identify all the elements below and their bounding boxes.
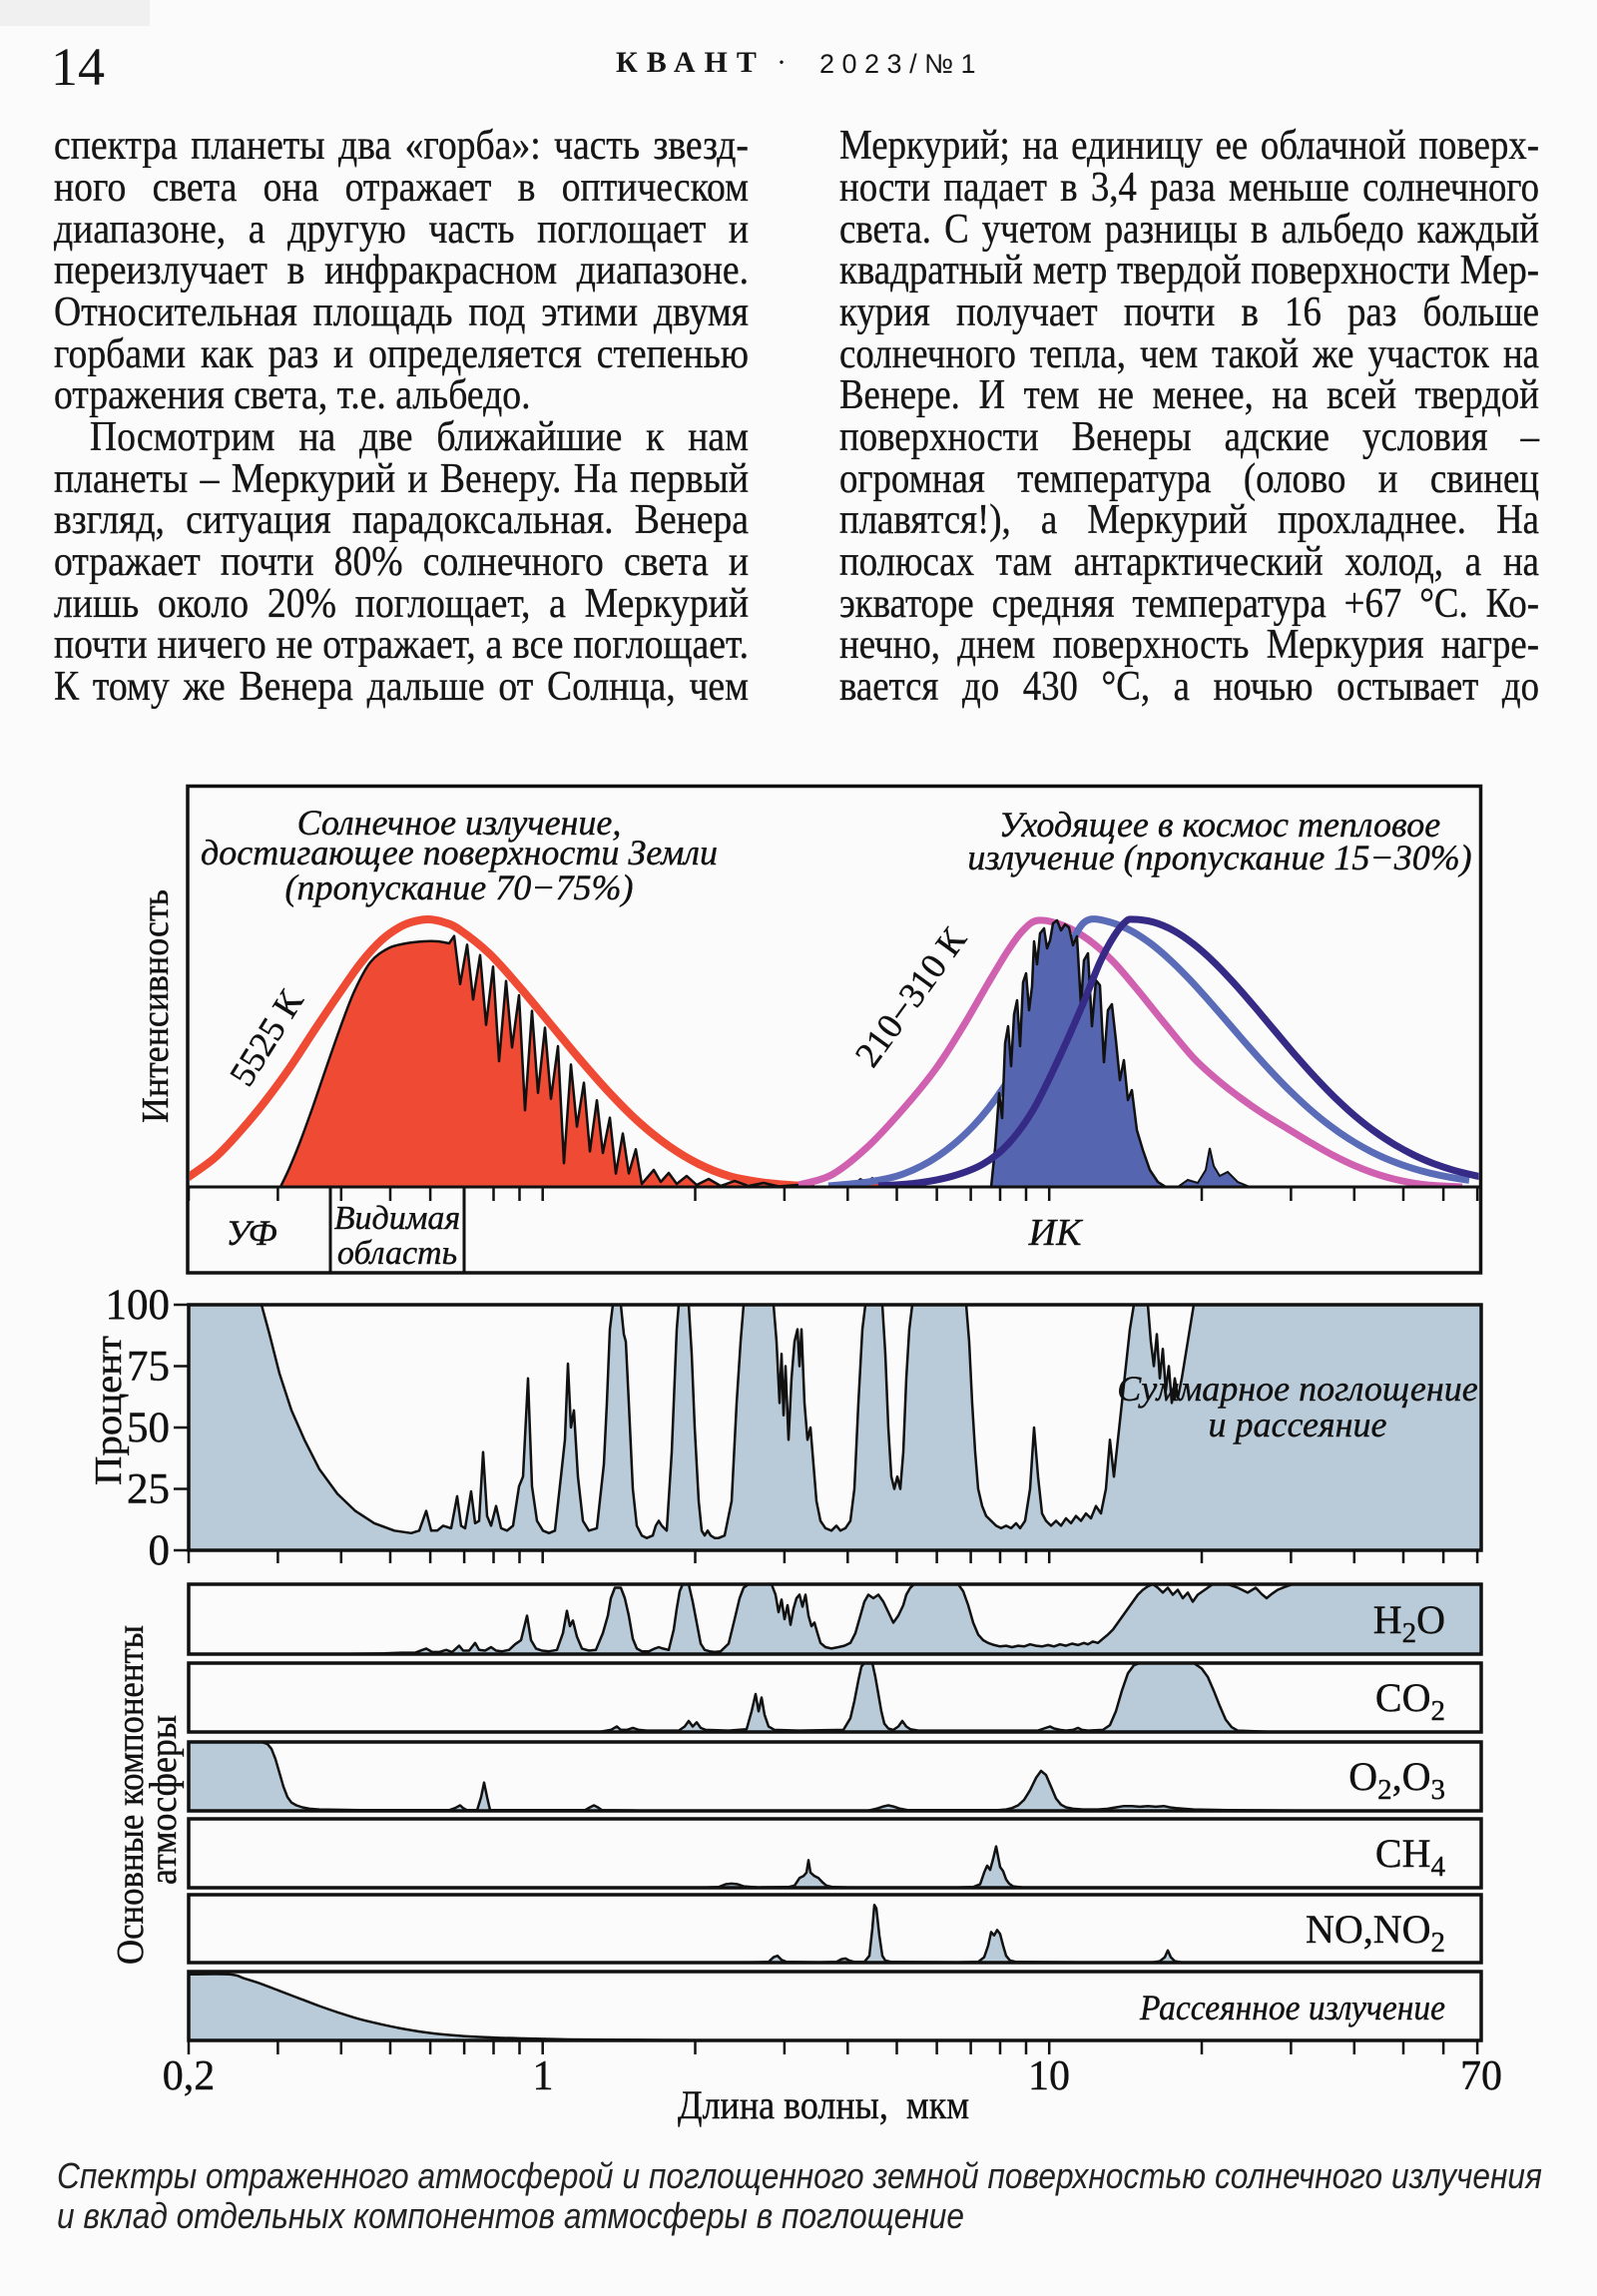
svg-text:Интенсивность: Интенсивность (135, 889, 177, 1123)
svg-text:210−310 К: 210−310 К (847, 919, 975, 1074)
svg-text:(пропускание 70−75%): (пропускание 70−75%) (285, 867, 634, 907)
svg-text:NO,NO2: NO,NO2 (1306, 1907, 1445, 1959)
svg-text:0,2: 0,2 (163, 2053, 216, 2099)
svg-text:100: 100 (106, 1282, 171, 1329)
svg-text:CH4: CH4 (1375, 1831, 1446, 1883)
svg-text:Видимая: Видимая (334, 1200, 460, 1237)
svg-text:излучение (пропускание 15−30%): излучение (пропускание 15−30%) (967, 838, 1471, 877)
svg-text:70: 70 (1460, 2053, 1502, 2099)
svg-text:Длина волны, мкм: Длина волны, мкм (678, 2082, 969, 2127)
svg-text:атмосферы: атмосферы (143, 1715, 185, 1885)
svg-text:75: 75 (127, 1344, 170, 1391)
svg-text:0: 0 (149, 1527, 171, 1574)
svg-text:50: 50 (127, 1405, 170, 1451)
svg-text:Уходящее в космос тепловое: Уходящее в космос тепловое (999, 805, 1440, 845)
svg-text:Основные компоненты: Основные компоненты (110, 1625, 152, 1965)
svg-text:25: 25 (127, 1466, 170, 1513)
svg-text:Рассеянное излучение: Рассеянное излучение (1139, 1988, 1445, 2027)
svg-text:ИК: ИК (1028, 1212, 1083, 1254)
svg-text:10: 10 (1028, 2053, 1070, 2099)
svg-text:Суммарное поглощение: Суммарное поглощение (1117, 1369, 1477, 1409)
svg-text:O2,O3: O2,O3 (1348, 1754, 1445, 1806)
svg-text:и рассеяние: и рассеяние (1208, 1405, 1386, 1444)
svg-text:Процент: Процент (88, 1336, 130, 1485)
svg-text:CO2: CO2 (1375, 1675, 1445, 1727)
svg-text:область: область (337, 1235, 457, 1272)
svg-text:1: 1 (533, 2053, 554, 2099)
svg-text:УФ: УФ (226, 1213, 276, 1253)
svg-text:Солнечное излучение,: Солнечное излучение, (297, 803, 622, 843)
svg-text:5525 К: 5525 К (222, 982, 311, 1093)
svg-text:достигающее поверхности Земли: достигающее поверхности Земли (201, 833, 718, 872)
